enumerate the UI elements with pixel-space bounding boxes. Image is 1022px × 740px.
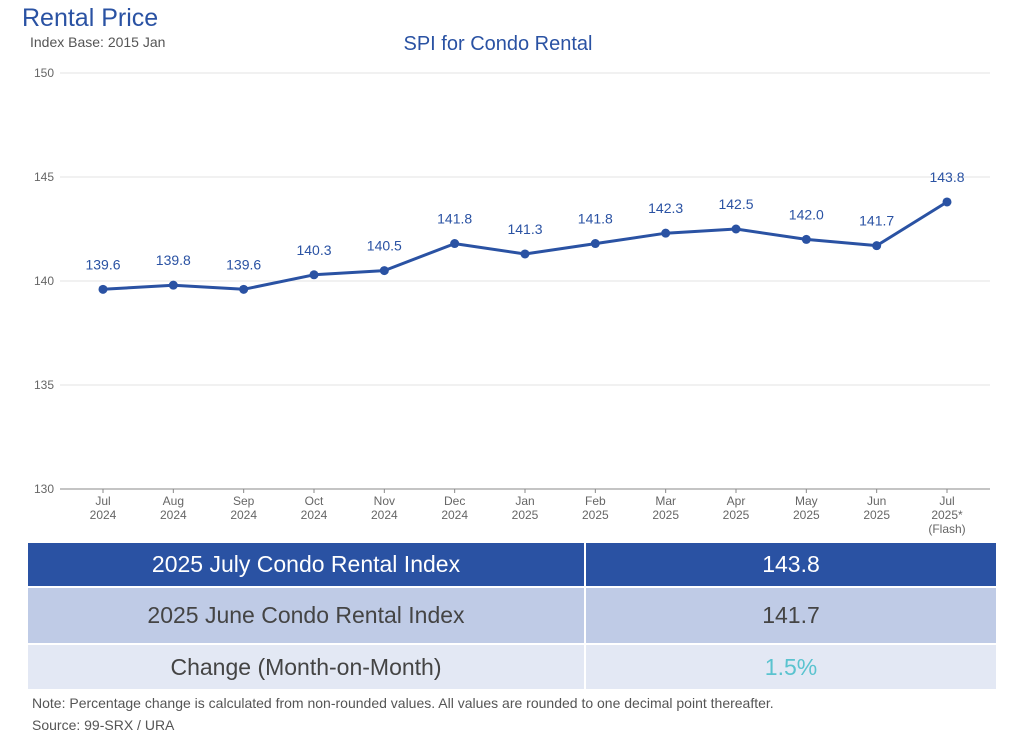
index-base-subtitle: Index Base: 2015 Jan: [30, 34, 166, 50]
footnote: Note: Percentage change is calculated fr…: [32, 695, 774, 711]
row-value: 141.7: [584, 586, 998, 645]
x-tick-label-line: Nov: [374, 494, 395, 508]
data-label: 141.8: [578, 211, 613, 227]
x-tick-label: Dec 2024: [441, 494, 468, 522]
x-tick-label: Jul 2025* (Flash): [928, 494, 965, 536]
x-tick-label-line: 2024: [230, 508, 257, 522]
x-tick-label-line: Jul: [95, 494, 110, 508]
table-row: 2025 July Condo Rental Index 143.8: [26, 541, 998, 588]
data-label: 141.7: [859, 213, 894, 229]
data-label: 141.3: [507, 221, 542, 237]
data-point: [98, 284, 108, 294]
data-label: 139.6: [226, 256, 261, 272]
x-tick-label: Jul 2024: [90, 494, 117, 522]
y-tick-label: 130: [34, 482, 54, 496]
x-tick-label-line: Jul: [939, 494, 954, 508]
data-label: 139.8: [156, 252, 191, 268]
x-tick-label-line: 2024: [90, 508, 117, 522]
data-label: 141.8: [437, 211, 472, 227]
x-tick-label-line: 2025: [723, 508, 750, 522]
x-tick-label: Nov 2024: [371, 494, 398, 522]
x-tick-label: Jan 2025: [512, 494, 539, 522]
series-condo-rental: [98, 197, 952, 294]
data-label: 142.0: [789, 206, 824, 222]
x-tick-label: Apr 2025: [723, 494, 750, 522]
data-label: 143.8: [929, 169, 964, 185]
x-tick-label-line: Dec: [444, 494, 465, 508]
y-tick-label: 140: [34, 274, 54, 288]
data-point: [731, 224, 741, 234]
spi-line-chart: SPI for Condo Rental 130 135 140 145 150 Jul…: [34, 33, 990, 536]
x-tick-label-line: Jan: [515, 494, 534, 508]
data-label: 140.3: [296, 242, 331, 258]
data-point: [590, 239, 600, 249]
change-value: 1.5%: [584, 643, 998, 691]
row-value: 143.8: [584, 541, 998, 588]
x-tick-label: Jun 2025: [863, 494, 890, 522]
x-tick-label: Oct 2024: [301, 494, 328, 522]
x-tick-label: Feb 2025: [582, 494, 609, 522]
x-tick-label-line: 2025: [863, 508, 890, 522]
table-row: Change (Month-on-Month) 1.5%: [26, 643, 998, 691]
data-point: [801, 234, 811, 244]
data-point: [450, 239, 460, 249]
x-tick-label-line: Apr: [727, 494, 746, 508]
x-tick-label-line: (Flash): [928, 522, 965, 536]
x-tick-label-line: 2025: [652, 508, 679, 522]
page-title: Rental Price: [22, 4, 159, 32]
data-point: [872, 241, 882, 251]
data-label: 139.6: [85, 256, 120, 272]
data-point: [379, 266, 389, 276]
row-label: 2025 July Condo Rental Index: [26, 541, 586, 588]
x-tick-label-line: Aug: [163, 494, 184, 508]
x-tick-label-line: Feb: [585, 494, 606, 508]
grid-lines: [60, 72, 990, 386]
x-tick-label: Aug 2024: [160, 494, 187, 522]
data-point: [942, 197, 952, 207]
x-tick-label-line: May: [795, 494, 818, 508]
x-tick-label-line: 2025: [582, 508, 609, 522]
data-point: [661, 228, 671, 238]
x-tick-label: Sep 2024: [230, 494, 257, 522]
x-tick-label-line: 2025*: [931, 508, 963, 522]
row-label: Change (Month-on-Month): [26, 643, 586, 691]
y-tick-label: 150: [34, 66, 54, 80]
y-axis-ticks: 130 135 140 145 150: [34, 66, 54, 496]
data-label: 142.3: [648, 200, 683, 216]
data-labels: 139.6 139.8 139.6 140.3 140.5 141.8 141.3 141.8…: [85, 169, 964, 272]
summary-table: 2025 July Condo Rental Index 143.8 2025 …: [26, 541, 998, 691]
x-tick-label: Mar 2025: [652, 494, 679, 522]
x-tick-label-line: 2025: [793, 508, 820, 522]
y-tick-label: 145: [34, 170, 54, 184]
x-tick-label: May 2025: [793, 494, 820, 522]
row-label: 2025 June Condo Rental Index: [26, 586, 586, 645]
table-row: 2025 June Condo Rental Index 141.7: [26, 586, 998, 645]
data-point: [239, 284, 249, 294]
x-tick-label-line: 2025: [512, 508, 539, 522]
chart-title: SPI for Condo Rental: [404, 33, 593, 55]
source-text: Source: 99-SRX / URA: [32, 717, 175, 733]
x-tick-label-line: 2024: [441, 508, 468, 522]
data-point: [520, 249, 530, 259]
x-tick-label-line: 2024: [371, 508, 398, 522]
data-point: [309, 270, 319, 280]
y-tick-label: 135: [34, 378, 54, 392]
x-tick-label-line: 2024: [301, 508, 328, 522]
data-label: 142.5: [718, 196, 753, 212]
x-tick-label-line: Sep: [233, 494, 255, 508]
x-tick-label-line: 2024: [160, 508, 187, 522]
x-tick-label-line: Jun: [867, 494, 886, 508]
x-tick-label-line: Mar: [655, 494, 676, 508]
x-tick-label-line: Oct: [305, 494, 324, 508]
data-point: [168, 280, 178, 290]
data-label: 140.5: [367, 238, 402, 254]
